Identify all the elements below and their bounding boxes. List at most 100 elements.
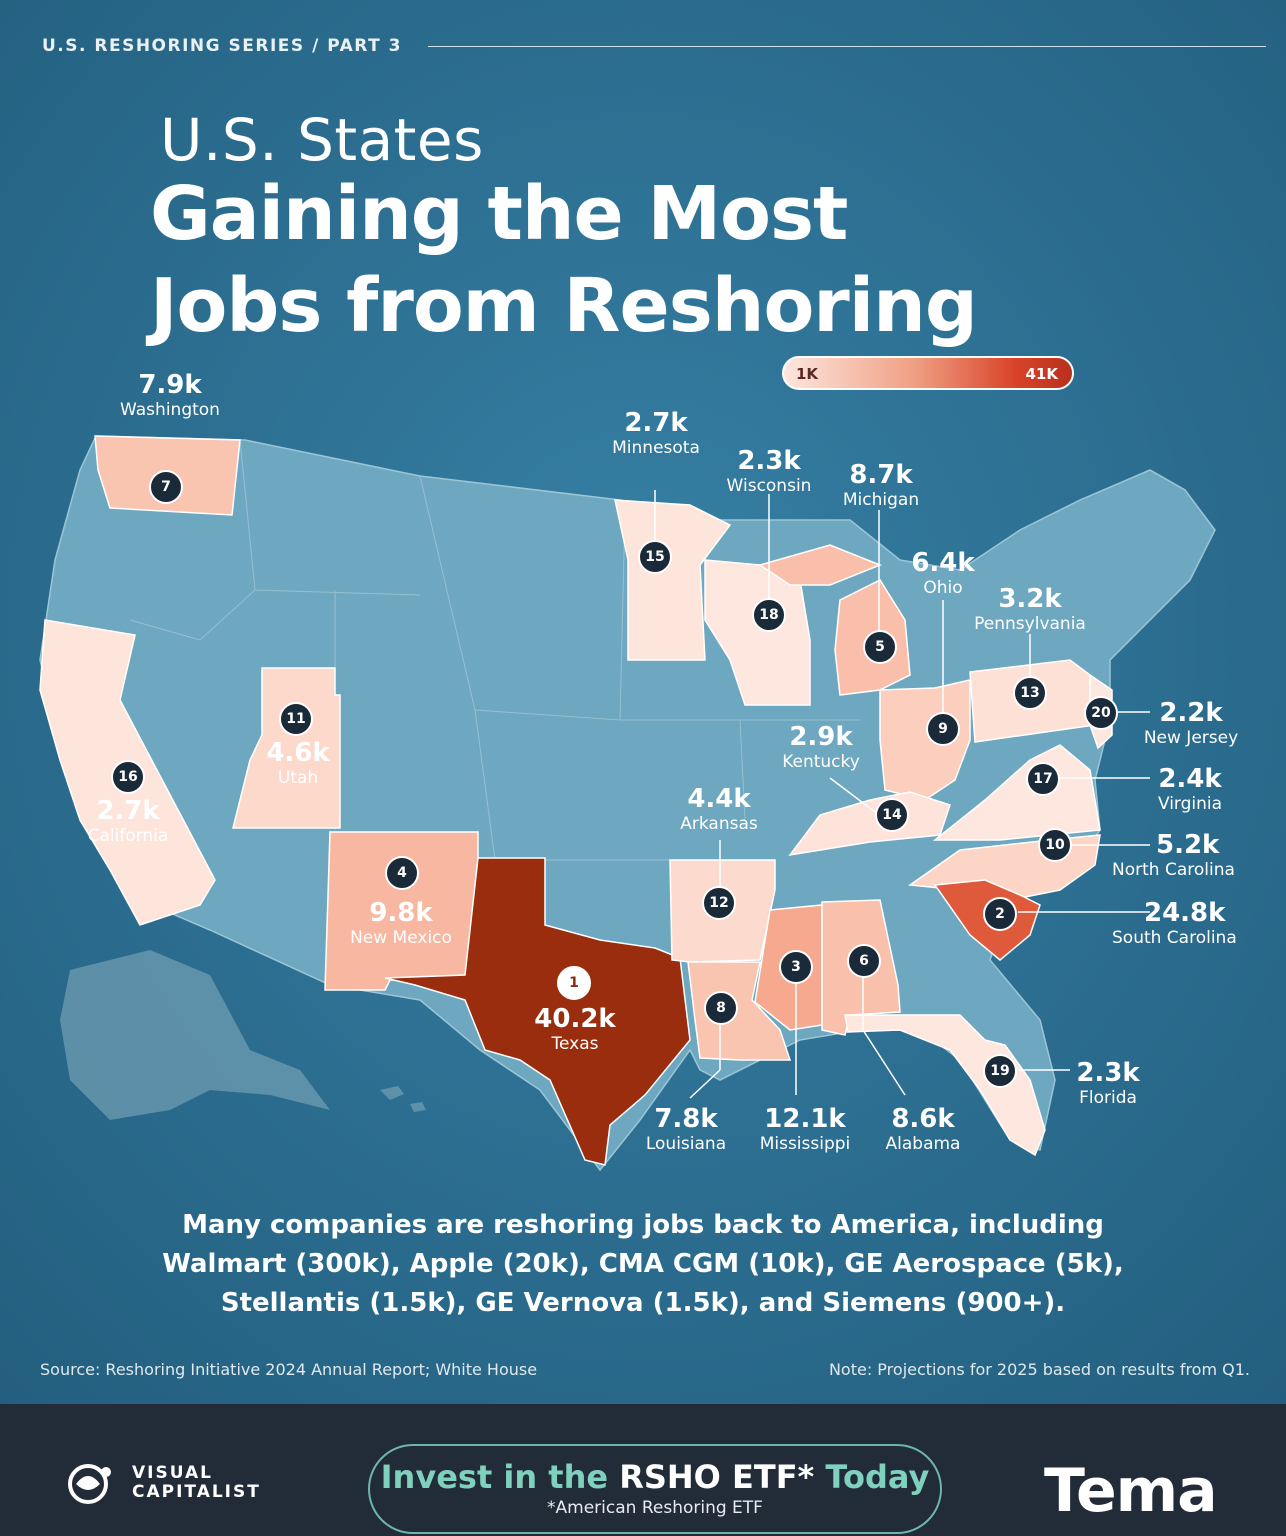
name-alabama: Alabama [885,1134,961,1154]
label-utah: 4.6k Utah [248,738,348,788]
name-california: California [87,826,169,846]
name-ohio: Ohio [923,578,963,598]
cta-headline: Invest in the RSHO ETF* Today [370,1458,940,1496]
note-text: Note: Projections for 2025 based on resu… [828,1360,1250,1379]
cta-part-1: Invest in the [380,1458,609,1496]
label-south-carolina: 24.8k South Carolina [1112,898,1272,948]
series-label: U.S. RESHORING SERIES / PART 3 [42,36,402,56]
new-mexico-shape [324,831,479,991]
value-utah: 4.6k [266,738,330,768]
source-text: Source: Reshoring Initiative 2024 Annual… [40,1360,538,1379]
label-new-jersey: 2.2k New Jersey [1126,698,1256,748]
name-north-carolina: North Carolina [1112,860,1235,880]
value-kentucky: 2.9k [789,722,853,752]
brand-line-1: VISUAL [132,1463,213,1483]
value-washington: 7.9k [138,370,202,400]
rank-marker-south-carolina: 2 [983,897,1017,931]
value-ohio: 6.4k [911,548,975,578]
brand-line-2: CAPITALIST [132,1482,261,1502]
label-mississippi: 12.1k Mississippi [745,1104,865,1154]
name-mississippi: Mississippi [759,1134,851,1154]
label-florida: 2.3k Florida [1066,1058,1150,1108]
name-new-jersey: New Jersey [1143,728,1239,748]
label-texas: 40.2k Texas [520,1004,630,1054]
title-line-3: Jobs from Reshoring [150,263,978,349]
label-ohio: 6.4k Ohio [893,548,993,598]
value-pennsylvania: 3.2k [998,584,1062,614]
label-arkansas: 4.4k Arkansas [664,784,774,834]
visual-capitalist-logo[interactable]: VISUAL CAPITALIST [66,1462,261,1504]
ohio-shape [879,679,971,801]
tema-logo[interactable]: Tema [1044,1456,1218,1526]
name-minnesota: Minnesota [612,438,700,458]
alaska-shape [60,950,330,1120]
rank-marker-louisiana: 8 [704,991,738,1025]
title-line-1: U.S. States [160,106,484,174]
us-land-base [39,435,1216,1172]
rank-marker-virginia: 17 [1026,762,1060,796]
label-california: 2.7k California [70,796,186,846]
rank-marker-texas: 1 [557,966,591,1000]
rank-marker-florida: 19 [983,1054,1017,1088]
legend-high-label: 41K [1025,365,1059,383]
title-main: Gaining the Most Jobs from Reshoring [150,168,978,352]
value-wisconsin: 2.3k [737,446,801,476]
rank-marker-new-jersey: 20 [1084,696,1118,730]
virginia-shape [932,744,1101,841]
value-michigan: 8.7k [849,460,913,490]
description-text: Many companies are reshoring jobs back t… [80,1206,1206,1323]
name-new-mexico: New Mexico [350,928,452,948]
value-new-jersey: 2.2k [1159,698,1223,728]
label-kentucky: 2.9k Kentucky [766,722,876,772]
cta-button[interactable]: Invest in the RSHO ETF* Today *American … [368,1444,942,1534]
label-washington: 7.9k Washington [100,370,240,420]
value-minnesota: 2.7k [624,408,688,438]
label-wisconsin: 2.3k Wisconsin [712,446,826,496]
kentucky-shape [788,791,951,857]
description-line-1: Many companies are reshoring jobs back t… [182,1210,1104,1240]
leader-lines [654,490,1150,1099]
name-texas: Texas [551,1034,599,1054]
name-utah: Utah [277,768,319,788]
name-pennsylvania: Pennsylvania [974,614,1086,634]
name-wisconsin: Wisconsin [726,476,812,496]
value-north-carolina: 5.2k [1156,830,1220,860]
minnesota-shape [614,499,732,661]
cta-subtext: *American Reshoring ETF [547,1498,763,1518]
rank-marker-california: 16 [111,760,145,794]
value-mississippi: 12.1k [764,1104,846,1134]
value-alabama: 8.6k [891,1104,955,1134]
value-california: 2.7k [96,796,160,826]
value-new-mexico: 9.8k [369,898,433,928]
name-virginia: Virginia [1157,794,1223,814]
rank-marker-alabama: 6 [847,944,881,978]
description-line-3: Stellantis (1.5k), GE Vernova (1.5k), an… [220,1288,1066,1318]
rank-marker-pennsylvania: 13 [1013,676,1047,710]
name-kentucky: Kentucky [782,752,860,772]
name-michigan: Michigan [842,490,920,510]
rank-marker-washington: 7 [149,470,183,504]
rank-marker-ohio: 9 [926,712,960,746]
color-legend: 1K 41K [782,356,1074,390]
hawaii-shape [380,1086,426,1112]
rank-marker-new-mexico: 4 [385,856,419,890]
rank-marker-north-carolina: 10 [1038,828,1072,862]
louisiana-shape [687,961,792,1061]
rank-marker-michigan: 5 [863,630,897,664]
name-south-carolina: South Carolina [1112,928,1237,948]
series-divider [428,46,1266,47]
utah-shape [232,667,341,829]
name-arkansas: Arkansas [680,814,758,834]
value-louisiana: 7.8k [654,1104,718,1134]
value-arkansas: 4.4k [687,784,751,814]
vc-logo-icon [68,1464,111,1504]
value-virginia: 2.4k [1158,764,1222,794]
title-line-2: Gaining the Most [150,171,848,257]
rank-marker-minnesota: 15 [638,540,672,574]
name-washington: Washington [120,400,220,420]
rank-marker-arkansas: 12 [702,886,736,920]
value-texas: 40.2k [534,1004,616,1034]
rank-marker-wisconsin: 18 [752,598,786,632]
texas-shape [384,857,691,1166]
